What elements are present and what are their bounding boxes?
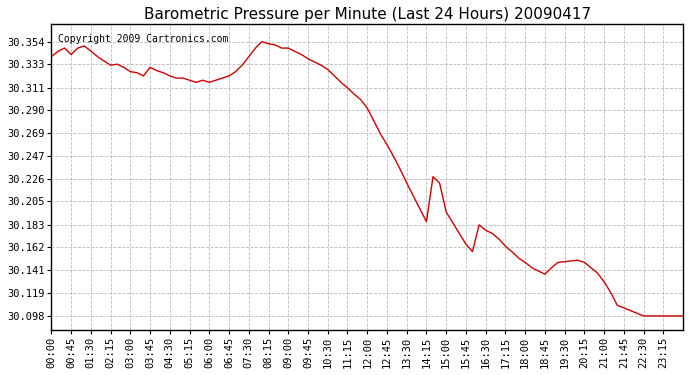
Title: Barometric Pressure per Minute (Last 24 Hours) 20090417: Barometric Pressure per Minute (Last 24 …: [144, 7, 591, 22]
Text: Copyright 2009 Cartronics.com: Copyright 2009 Cartronics.com: [58, 34, 228, 44]
